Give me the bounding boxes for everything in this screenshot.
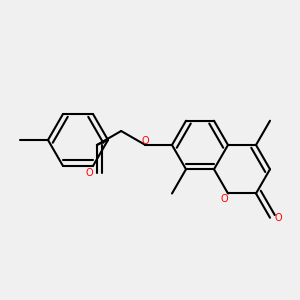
Text: O: O (142, 136, 149, 146)
Text: O: O (274, 213, 282, 223)
Text: O: O (85, 168, 93, 178)
Text: O: O (220, 194, 228, 205)
